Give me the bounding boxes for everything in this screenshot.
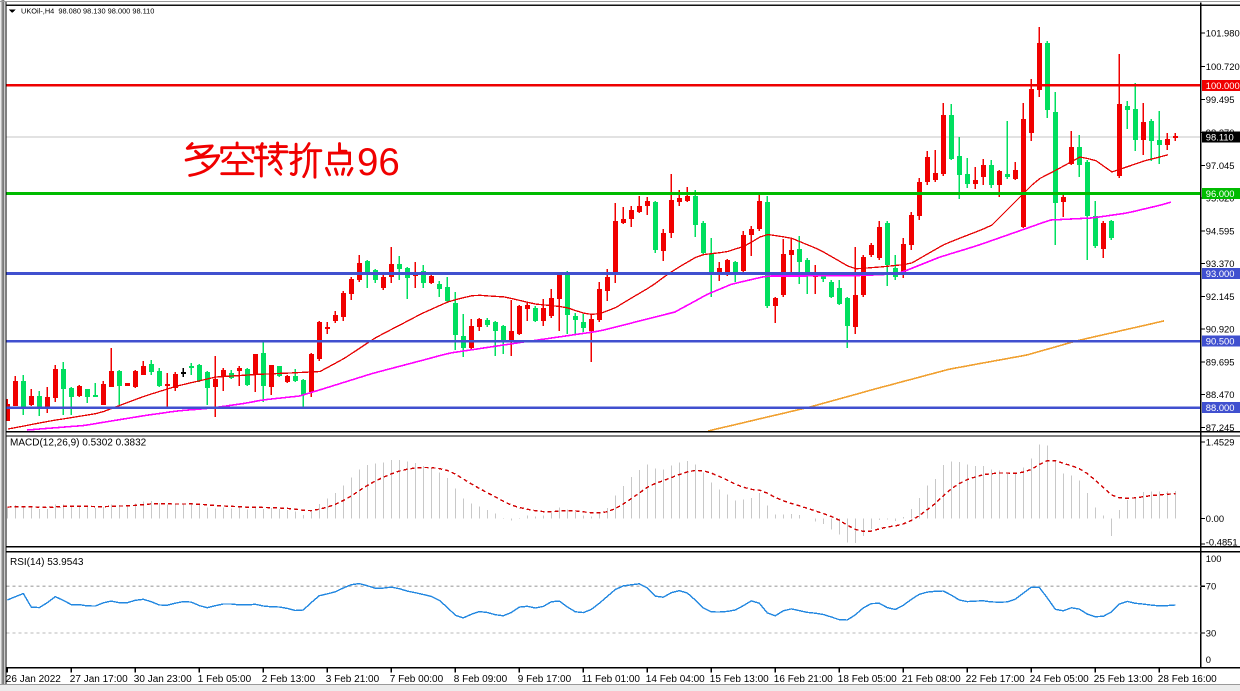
svg-text:RSI(14) 53.9543: RSI(14) 53.9543	[10, 557, 84, 568]
svg-text:27 Jan 17:00: 27 Jan 17:00	[70, 674, 128, 685]
svg-text:88.000: 88.000	[1206, 402, 1235, 413]
svg-text:93.000: 93.000	[1206, 268, 1235, 279]
svg-text:30: 30	[1206, 627, 1216, 638]
svg-text:87.245: 87.245	[1206, 422, 1235, 433]
svg-text:101.980: 101.980	[1206, 27, 1240, 38]
svg-text:92.145: 92.145	[1206, 291, 1235, 302]
svg-text:98.110: 98.110	[1206, 132, 1234, 143]
svg-text:94.595: 94.595	[1206, 225, 1235, 236]
svg-text:88.470: 88.470	[1206, 389, 1235, 400]
svg-text:0.00: 0.00	[1206, 513, 1224, 524]
svg-text:90.920: 90.920	[1206, 323, 1235, 334]
svg-text:100: 100	[1206, 553, 1222, 564]
svg-text:UKOil-,H4 98.080 98.130 98.00: UKOil-,H4 98.080 98.130 98.000 98.110	[21, 6, 154, 15]
svg-text:15 Feb 13:00: 15 Feb 13:00	[710, 674, 769, 685]
svg-text:26 Jan 2022: 26 Jan 2022	[6, 674, 61, 685]
svg-text:89.695: 89.695	[1206, 356, 1235, 367]
svg-text:90.500: 90.500	[1206, 336, 1235, 347]
svg-text:8 Feb 09:00: 8 Feb 09:00	[454, 674, 508, 685]
svg-text:100.720: 100.720	[1206, 61, 1240, 72]
svg-text:22 Feb 17:00: 22 Feb 17:00	[966, 674, 1025, 685]
svg-text:7 Feb 00:00: 7 Feb 00:00	[390, 674, 444, 685]
svg-text:1.4529: 1.4529	[1206, 436, 1235, 447]
svg-text:70: 70	[1206, 581, 1216, 592]
svg-text:21 Feb 08:00: 21 Feb 08:00	[902, 674, 961, 685]
svg-text:99.495: 99.495	[1206, 94, 1235, 105]
svg-text:0: 0	[1206, 654, 1211, 665]
svg-text:28 Feb 16:00: 28 Feb 16:00	[1158, 674, 1217, 685]
svg-text:24 Feb 05:00: 24 Feb 05:00	[1030, 674, 1089, 685]
svg-text:96: 96	[357, 141, 400, 184]
svg-text:93.370: 93.370	[1206, 258, 1235, 269]
svg-text:97.045: 97.045	[1206, 160, 1235, 171]
svg-text:3 Feb 21:00: 3 Feb 21:00	[326, 674, 380, 685]
svg-text:100.000: 100.000	[1206, 80, 1240, 91]
svg-text:11 Feb 01:00: 11 Feb 01:00	[582, 674, 641, 685]
svg-text:-0.4851: -0.4851	[1206, 536, 1238, 547]
svg-text:2 Feb 13:00: 2 Feb 13:00	[262, 674, 316, 685]
svg-text:14 Feb 04:00: 14 Feb 04:00	[646, 674, 705, 685]
svg-text:25 Feb 13:00: 25 Feb 13:00	[1094, 674, 1153, 685]
svg-text:9 Feb 17:00: 9 Feb 17:00	[518, 674, 572, 685]
svg-text:96.000: 96.000	[1206, 188, 1235, 199]
svg-text:MACD(12,26,9) 0.5302 0.3832: MACD(12,26,9) 0.5302 0.3832	[10, 438, 147, 449]
svg-text:18 Feb 05:00: 18 Feb 05:00	[838, 674, 897, 685]
svg-text:1 Feb 05:00: 1 Feb 05:00	[198, 674, 252, 685]
svg-text:30 Jan 23:00: 30 Jan 23:00	[134, 674, 192, 685]
svg-text:16 Feb 21:00: 16 Feb 21:00	[774, 674, 833, 685]
